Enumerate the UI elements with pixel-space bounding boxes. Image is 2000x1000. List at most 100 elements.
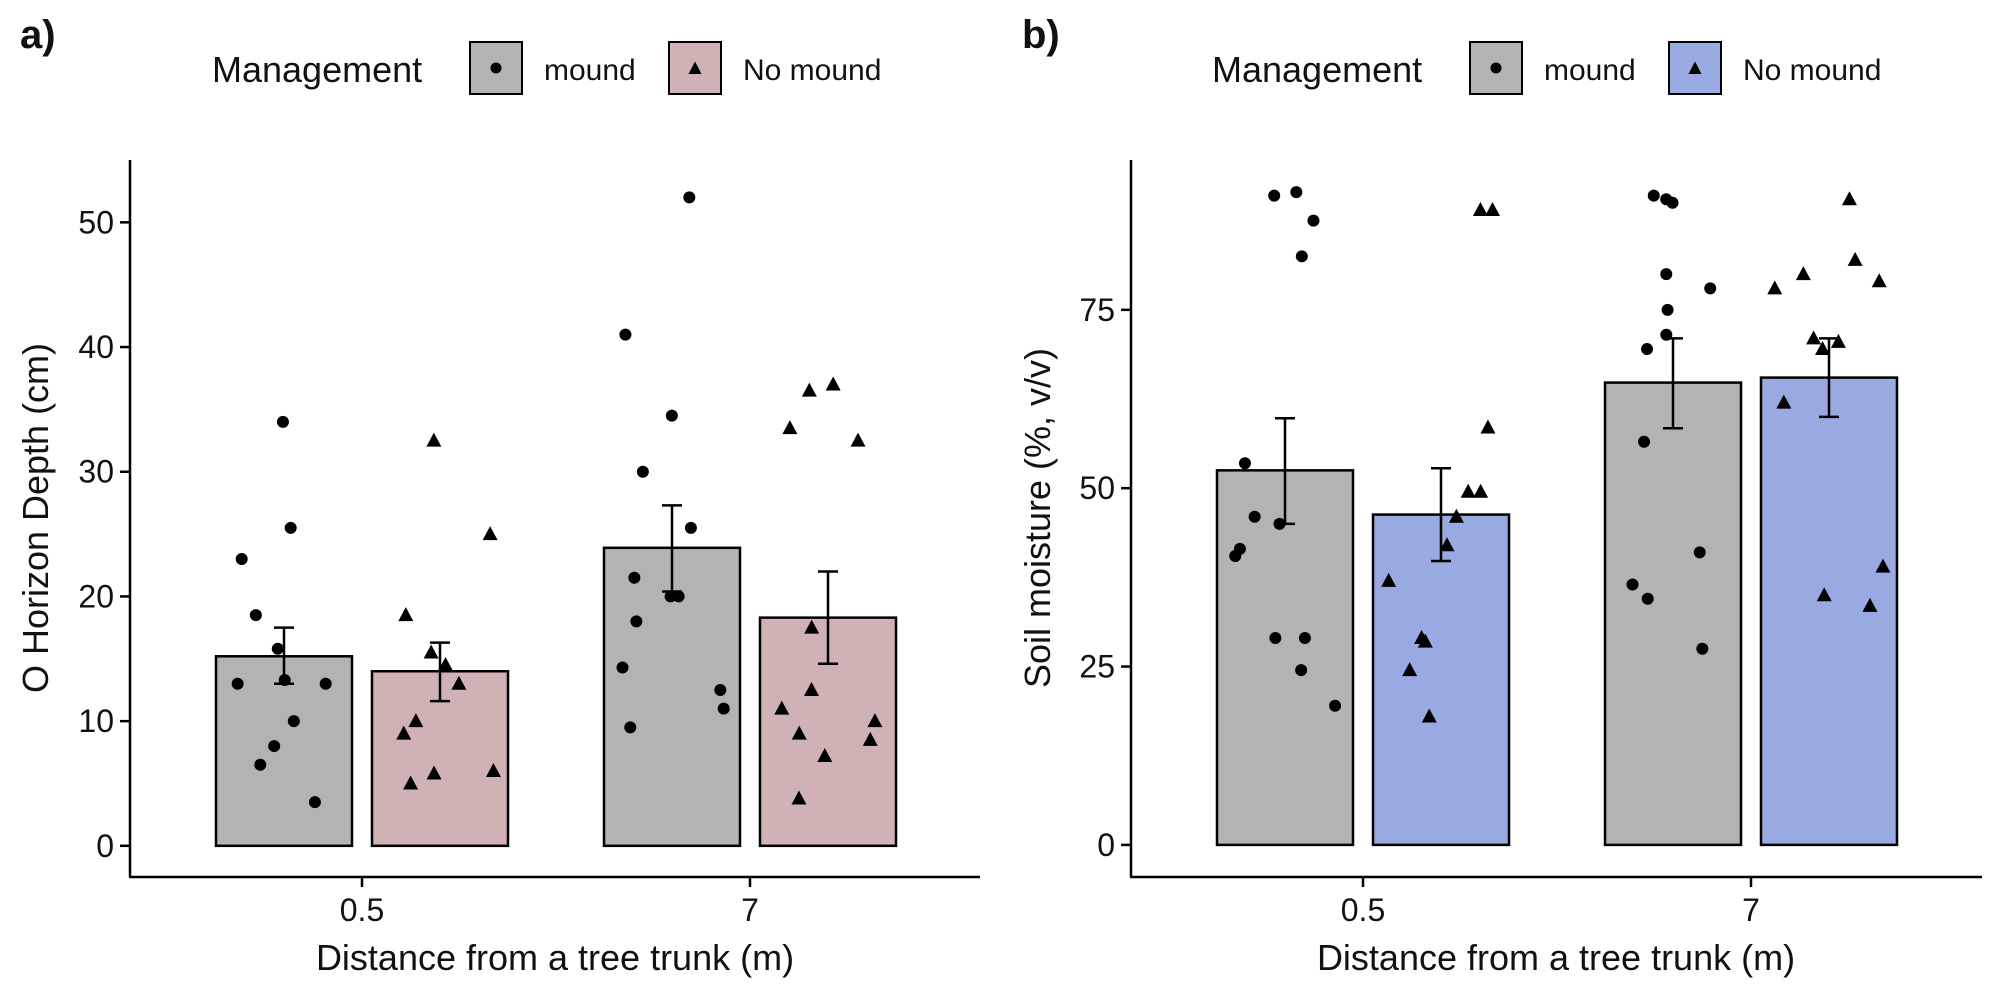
point-no-mound-1-2 [1795, 266, 1811, 281]
point-mound-1-3 [636, 465, 649, 478]
point-no-mound-0-9 [1417, 633, 1433, 648]
panel-b: b) Management mound No mound 0 25 50 75 0.5… [1017, 13, 1982, 978]
x-axis-title-b: Distance from a tree trunk (m) [1317, 937, 1795, 978]
point-no-mound-1-6 [774, 700, 790, 715]
bar-mound-1 [1603, 381, 1743, 847]
point-no-mound-1-4 [804, 619, 820, 634]
point-no-mound-0-10 [1402, 662, 1418, 677]
point-no-mound-1-10 [1816, 587, 1832, 602]
y-tick-label-b-3: 75 [1079, 292, 1115, 328]
point-mound-0-3 [1295, 250, 1308, 263]
point-mound-1-9 [616, 661, 629, 674]
point-no-mound-0-0 [1472, 201, 1488, 216]
point-mound-0-10 [254, 758, 267, 771]
point-mound-1-12 [624, 721, 637, 734]
point-no-mound-1-8 [791, 725, 807, 740]
point-no-mound-0-4 [1460, 483, 1476, 498]
y-tick-label-a-0: 0 [96, 828, 114, 864]
point-no-mound-1-1 [801, 382, 817, 397]
point-mound-0-12 [1329, 699, 1342, 712]
legend-key-mound-a [469, 41, 523, 95]
y-axis-title-b: Soil moisture (%, v/v) [1017, 348, 1058, 688]
errorbars-a [274, 504, 838, 703]
point-mound-1-2 [1666, 196, 1679, 209]
x-tick-label-a-1: 7 [741, 892, 759, 928]
point-no-mound-1-9 [862, 731, 878, 746]
y-axis-title-a: O Horizon Depth (cm) [15, 343, 56, 693]
x-tick-label-a-0: 0.5 [340, 892, 384, 928]
legend-key-circle-icon-a [490, 62, 502, 74]
y-ticks-b: 0 25 50 75 [1079, 292, 1131, 863]
legend-label-no-mound-a: No mound [743, 54, 881, 87]
point-no-mound-0-10 [403, 775, 419, 790]
point-mound-0-5 [1248, 510, 1261, 523]
point-no-mound-0-11 [1421, 708, 1437, 723]
point-no-mound-0-3 [1473, 483, 1489, 498]
panel-label-a: a) [20, 13, 56, 57]
point-mound-0-8 [287, 715, 300, 728]
point-no-mound-1-5 [1806, 330, 1822, 345]
point-no-mound-1-9 [1875, 558, 1891, 573]
point-no-mound-0-0 [426, 432, 442, 447]
x-ticks-a: 0.5 7 [340, 877, 759, 928]
point-no-mound-0-8 [485, 763, 501, 778]
point-mound-0-11 [1295, 664, 1308, 677]
point-no-mound-1-0 [1841, 191, 1857, 206]
point-no-mound-1-4 [1767, 280, 1783, 295]
point-mound-0-6 [231, 677, 244, 690]
y-tick-label-a-5: 50 [78, 204, 114, 240]
bars-a [214, 546, 898, 848]
point-no-mound-0-5 [1448, 508, 1464, 523]
legend-title-a: Management [212, 49, 422, 90]
y-tick-label-a-1: 10 [78, 703, 114, 739]
point-mound-0-4 [1238, 457, 1251, 470]
legend-title-b: Management [1212, 49, 1422, 90]
point-mound-0-10 [1298, 632, 1311, 644]
point-mound-0-1 [1268, 189, 1281, 202]
point-mound-1-8 [630, 615, 643, 628]
point-no-mound-0-7 [1381, 572, 1397, 587]
point-mound-1-1 [619, 328, 632, 341]
y-ticks-a: 0 10 20 30 40 50 [78, 204, 130, 864]
point-no-mound-1-7 [867, 713, 883, 728]
point-mound-0-4 [271, 642, 284, 655]
point-no-mound-1-5 [804, 681, 820, 696]
point-no-mound-1-11 [1862, 597, 1878, 612]
legend-label-mound-b: mound [1544, 54, 1636, 87]
point-mound-1-12 [1696, 642, 1709, 655]
x-tick-label-b-0: 0.5 [1341, 892, 1385, 928]
legend-label-mound-a: mound [544, 54, 636, 87]
point-mound-0-2 [1307, 214, 1320, 227]
point-no-mound-1-10 [817, 748, 833, 763]
legend-key-triangle-icon-a [688, 61, 702, 74]
point-mound-0-9 [1269, 632, 1282, 644]
point-no-mound-0-3 [423, 644, 439, 659]
point-no-mound-0-2 [398, 607, 414, 622]
point-no-mound-1-6 [1830, 333, 1846, 348]
point-mound-1-11 [717, 702, 730, 715]
point-no-mound-1-3 [1871, 273, 1887, 288]
legend-key-circle-icon-b [1490, 62, 1502, 74]
point-mound-0-1 [284, 521, 297, 534]
y-tick-label-a-2: 20 [78, 578, 114, 614]
point-no-mound-0-7 [396, 725, 412, 740]
point-no-mound-0-4 [438, 657, 454, 672]
point-no-mound-1-2 [782, 420, 798, 435]
point-mound-0-7 [319, 677, 332, 690]
point-no-mound-0-5 [451, 675, 467, 690]
point-mound-1-9 [1693, 546, 1706, 559]
point-mound-0-5 [278, 673, 291, 686]
point-no-mound-1-8 [1776, 394, 1792, 409]
point-no-mound-0-1 [482, 526, 498, 541]
point-no-mound-1-0 [825, 376, 841, 391]
point-mound-1-8 [1638, 435, 1651, 448]
point-mound-1-7 [664, 590, 677, 603]
point-mound-1-10 [714, 683, 727, 696]
point-mound-0-0 [276, 415, 289, 428]
point-mound-1-6 [1660, 328, 1673, 341]
point-mound-1-4 [684, 521, 697, 534]
point-mound-0-8 [1229, 549, 1242, 562]
point-mound-1-0 [1647, 189, 1660, 202]
point-mound-0-11 [308, 796, 321, 809]
